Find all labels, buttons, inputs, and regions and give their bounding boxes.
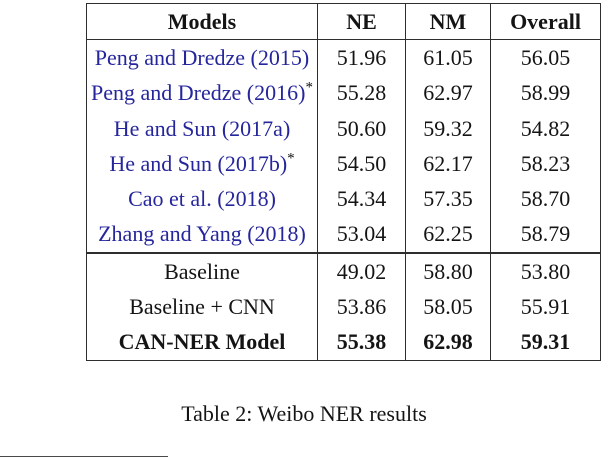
table-header-row: Models NE NM Overall: [86, 3, 601, 41]
footnote-rule: [0, 456, 168, 457]
value-cell: 58.99: [490, 75, 601, 111]
value-cell: 55.38: [317, 324, 406, 361]
value-cell: 53.86: [317, 289, 406, 325]
column-header-models: Models: [86, 3, 318, 41]
model-label: Baseline: [164, 258, 240, 284]
value-cell: 57.35: [405, 181, 491, 217]
table-row: Baseline 49.02 58.80 53.80: [86, 252, 601, 290]
model-cell: Zhang and Yang (2018): [86, 216, 318, 254]
table-row: Baseline + CNN 53.86 58.05 55.91: [86, 289, 601, 325]
model-cell: He and Sun (2017a): [86, 110, 318, 147]
column-header-nm: NM: [405, 3, 491, 41]
citation-link[interactable]: He and Sun (2017b): [109, 150, 288, 176]
model-cell: CAN-NER Model: [86, 324, 318, 361]
column-header-ne: NE: [317, 3, 406, 41]
value-cell: 53.80: [490, 252, 601, 290]
value-cell: 53.04: [317, 216, 406, 254]
model-cell: Peng and Dredze (2016)*: [86, 75, 318, 111]
value-cell: 62.97: [405, 75, 491, 111]
model-label: CAN-NER Model: [118, 329, 286, 355]
value-cell: 50.60: [317, 110, 406, 147]
value-cell: 58.70: [490, 181, 601, 217]
value-cell: 55.28: [317, 75, 406, 111]
value-cell: 59.31: [490, 324, 601, 361]
value-cell: 62.17: [405, 146, 491, 182]
value-cell: 62.98: [405, 324, 491, 361]
model-cell: Peng and Dredze (2015): [86, 39, 318, 76]
value-cell: 58.79: [490, 216, 601, 254]
table-body: Peng and Dredze (2015) 51.96 61.05 56.05…: [86, 39, 601, 361]
table-row: CAN-NER Model 55.38 62.98 59.31: [86, 324, 601, 361]
value-cell: 59.32: [405, 110, 491, 147]
value-cell: 58.23: [490, 146, 601, 182]
citation-link[interactable]: Zhang and Yang (2018): [98, 221, 306, 247]
table-row: Cao et al. (2018) 54.34 57.35 58.70: [86, 181, 601, 217]
table-caption: Table 2: Weibo NER results: [181, 401, 427, 426]
model-label: Baseline + CNN: [129, 294, 275, 320]
table-row: Peng and Dredze (2016)* 55.28 62.97 58.9…: [86, 75, 601, 111]
value-cell: 54.82: [490, 110, 601, 147]
value-cell: 54.50: [317, 146, 406, 182]
asterisk-marker: *: [305, 79, 313, 96]
citation-link[interactable]: He and Sun (2017a): [113, 115, 291, 141]
model-cell: Baseline: [86, 252, 318, 290]
value-cell: 54.34: [317, 181, 406, 217]
table-row: Zhang and Yang (2018) 53.04 62.25 58.79: [86, 216, 601, 254]
table-row: He and Sun (2017b)* 54.50 62.17 58.23: [86, 146, 601, 182]
value-cell: 58.05: [405, 289, 491, 325]
asterisk-marker: *: [287, 150, 295, 167]
table-row: He and Sun (2017a) 50.60 59.32 54.82: [86, 110, 601, 147]
value-cell: 51.96: [317, 39, 406, 76]
citation-link[interactable]: Peng and Dredze (2016): [91, 80, 306, 106]
value-cell: 49.02: [317, 252, 406, 290]
citation-link[interactable]: Peng and Dredze (2015): [94, 44, 310, 70]
column-header-overall: Overall: [490, 3, 601, 41]
model-cell: He and Sun (2017b)*: [86, 146, 318, 182]
value-cell: 61.05: [405, 39, 491, 76]
value-cell: 55.91: [490, 289, 601, 325]
model-cell: Baseline + CNN: [86, 289, 318, 325]
table-row: Peng and Dredze (2015) 51.96 61.05 56.05: [86, 39, 601, 76]
value-cell: 56.05: [490, 39, 601, 76]
value-cell: 58.80: [405, 252, 491, 290]
weibo-ner-results-table: Models NE NM Overall Peng and Dredze (20…: [86, 3, 601, 361]
model-cell: Cao et al. (2018): [86, 181, 318, 217]
citation-link[interactable]: Cao et al. (2018): [128, 186, 276, 212]
value-cell: 62.25: [405, 216, 491, 254]
